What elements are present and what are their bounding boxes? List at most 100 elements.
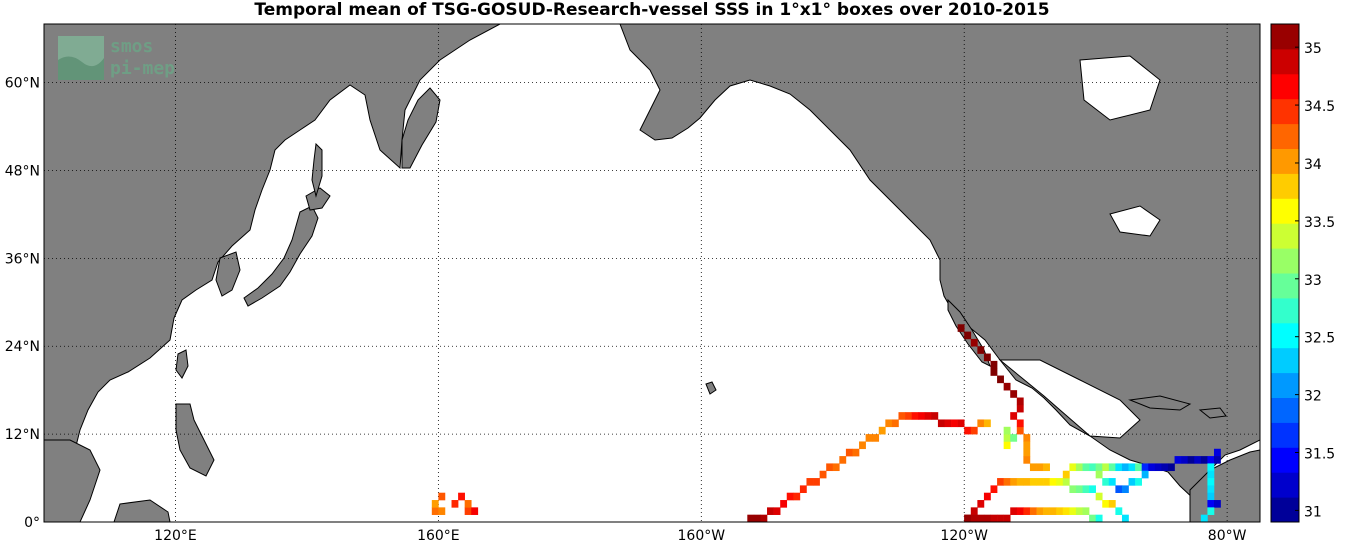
sss-cell bbox=[1108, 478, 1116, 486]
sss-cell bbox=[1043, 478, 1050, 486]
sss-cell bbox=[760, 514, 768, 522]
colorbar-tick-label: 34 bbox=[1304, 157, 1322, 173]
sss-cell bbox=[990, 514, 998, 522]
sss-cell bbox=[983, 353, 991, 362]
sss-cell bbox=[451, 500, 459, 508]
sss-cell bbox=[826, 463, 834, 472]
sss-cell bbox=[924, 412, 932, 420]
sss-cell bbox=[964, 426, 972, 435]
sss-cell bbox=[747, 514, 755, 522]
sss-cell bbox=[905, 412, 912, 420]
colorbar-tick-label: 32.5 bbox=[1304, 331, 1335, 347]
colorbar-swatch bbox=[1271, 73, 1299, 100]
sss-cell bbox=[1023, 478, 1031, 486]
sss-cell bbox=[1029, 478, 1037, 486]
sss-cell bbox=[1023, 456, 1031, 464]
colorbar-tick-label: 32 bbox=[1304, 389, 1322, 405]
sss-cell bbox=[1115, 507, 1123, 515]
sss-cell bbox=[845, 448, 853, 457]
lat-tick-label: 36°N bbox=[5, 251, 40, 267]
lon-tick-label: 120°W bbox=[940, 528, 988, 544]
colorbar-swatch bbox=[1271, 397, 1299, 423]
sss-cell bbox=[1148, 463, 1156, 472]
sss-cell bbox=[1115, 463, 1123, 472]
sss-cell bbox=[951, 419, 958, 428]
colorbar-swatch bbox=[1271, 347, 1299, 374]
sss-cell bbox=[1102, 463, 1110, 472]
sss-cell bbox=[1016, 419, 1024, 428]
sss-cell bbox=[957, 324, 965, 332]
sss-cell bbox=[1121, 485, 1129, 494]
sss-cell bbox=[773, 507, 781, 515]
hispaniola bbox=[1198, 407, 1227, 419]
sss-cell bbox=[859, 441, 866, 450]
sss-cell bbox=[1108, 500, 1116, 508]
colorbar-swatch bbox=[1271, 497, 1299, 523]
colorbar-tick-label: 31.5 bbox=[1304, 447, 1335, 463]
sss-cell bbox=[878, 426, 886, 435]
sss-cell bbox=[1102, 478, 1110, 486]
indochina bbox=[44, 439, 101, 522]
sss-cell bbox=[970, 426, 978, 435]
sss-cell bbox=[885, 419, 893, 428]
lon-tick-label: 120°E bbox=[154, 528, 197, 544]
sss-cell bbox=[1049, 478, 1057, 486]
sss-cell bbox=[1141, 470, 1149, 479]
logo-line1: smos bbox=[110, 36, 153, 57]
sss-cell bbox=[983, 419, 991, 428]
sss-cell bbox=[1036, 463, 1044, 472]
sss-cell bbox=[957, 419, 965, 428]
sss-cell bbox=[997, 514, 1004, 522]
sss-cell bbox=[464, 500, 472, 508]
sss-cell bbox=[1207, 478, 1215, 486]
lat-tick-label: 48°N bbox=[5, 163, 40, 179]
sss-cell bbox=[1003, 426, 1011, 435]
sss-cell bbox=[1062, 507, 1070, 515]
sss-cell bbox=[990, 360, 998, 369]
sss-cell bbox=[431, 500, 439, 508]
philippines bbox=[175, 403, 215, 477]
sss-cell bbox=[1108, 463, 1116, 472]
sss-cells bbox=[431, 324, 1221, 522]
smos-logo: smos pi-mep bbox=[58, 36, 175, 80]
sss-cell bbox=[1089, 485, 1096, 494]
lat-tick-label: 24°N bbox=[5, 339, 40, 355]
sss-cell bbox=[970, 338, 978, 347]
colorbar-swatch bbox=[1271, 273, 1299, 299]
sss-cell bbox=[898, 412, 906, 420]
sss-cell bbox=[1069, 463, 1077, 472]
sss-cell bbox=[891, 419, 899, 428]
sss-cell bbox=[1128, 478, 1136, 486]
sss-cell bbox=[458, 492, 465, 501]
sss-cell bbox=[1200, 456, 1208, 464]
sss-cell bbox=[1056, 507, 1064, 515]
sss-cell bbox=[1043, 507, 1050, 515]
great-lakes bbox=[1109, 205, 1161, 237]
sss-cell bbox=[1010, 412, 1018, 420]
colorbar: 31 31.5 32 32.5 33 33.5 34 34.5 35 bbox=[1270, 23, 1335, 523]
sss-cell bbox=[1069, 507, 1077, 515]
sss-cell bbox=[1003, 478, 1011, 486]
sss-cell bbox=[1036, 478, 1044, 486]
north-america bbox=[619, 24, 1260, 501]
sss-cell bbox=[1016, 507, 1024, 515]
asia-landmass bbox=[44, 24, 501, 481]
sss-cell bbox=[767, 507, 774, 515]
sss-cell bbox=[1135, 478, 1142, 486]
lat-tick-label: 60°N bbox=[5, 76, 40, 92]
hudson-bay bbox=[1079, 55, 1161, 121]
sss-cell bbox=[1207, 500, 1215, 508]
sss-cell bbox=[1049, 507, 1057, 515]
sss-cell bbox=[1029, 507, 1037, 515]
sss-cell bbox=[1003, 382, 1011, 391]
lon-tick-label: 160°E bbox=[417, 528, 460, 544]
sss-cell bbox=[1016, 404, 1024, 413]
sss-cell bbox=[1207, 507, 1215, 515]
taiwan bbox=[175, 349, 189, 379]
sss-cell bbox=[983, 514, 991, 522]
sss-cell bbox=[1207, 456, 1215, 464]
sss-cell bbox=[1121, 463, 1129, 472]
gulf-of-mexico bbox=[998, 359, 1141, 439]
sss-cell bbox=[1010, 478, 1018, 486]
